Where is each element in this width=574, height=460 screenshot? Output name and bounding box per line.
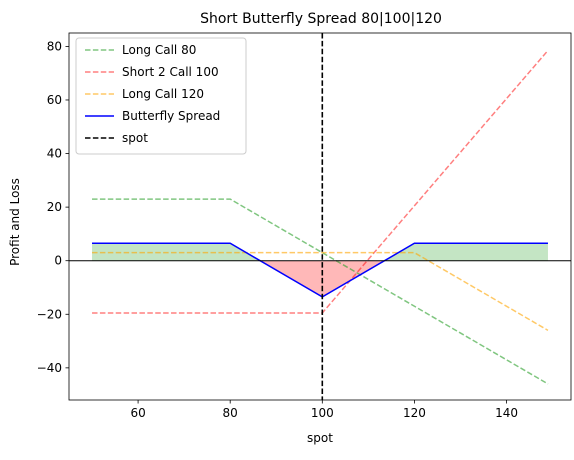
legend-entry: Butterfly Spread	[122, 109, 220, 123]
y-tick-label: 40	[47, 147, 62, 161]
y-tick-label: 60	[47, 93, 62, 107]
legend-entry: Short 2 Call 100	[122, 65, 219, 79]
x-tick-label: 140	[495, 406, 518, 420]
series-lines	[92, 33, 549, 400]
x-tick-label: 120	[403, 406, 426, 420]
y-tick-label: −20	[37, 307, 62, 321]
y-tick-label: −40	[37, 361, 62, 375]
x-axis-label: spot	[307, 431, 333, 445]
profit-fill-area	[384, 243, 548, 261]
axes: 60 80 100 120 140 −40 −20 0 20 40 60 80	[37, 32, 572, 420]
legend-entry: Long Call 120	[122, 87, 204, 101]
y-axis-label: Profit and Loss	[8, 178, 22, 266]
y-tick-label: 20	[47, 200, 62, 214]
legend: Long Call 80 Short 2 Call 100 Long Call 12…	[75, 37, 247, 155]
series-line-0	[92, 198, 549, 385]
plot-frame	[68, 32, 572, 401]
y-tick-label: 80	[47, 39, 62, 53]
legend-box	[75, 37, 247, 155]
x-tick-label: 100	[311, 406, 334, 420]
chart-title: Short Butterfly Spread 80|100|120	[200, 11, 442, 27]
x-tick-label: 80	[223, 406, 238, 420]
series-line-2	[92, 251, 549, 331]
y-tick-label: 0	[54, 254, 62, 268]
legend-entry: Long Call 80	[122, 43, 196, 57]
x-tick-label: 60	[130, 406, 145, 420]
legend-entry: spot	[122, 131, 148, 145]
